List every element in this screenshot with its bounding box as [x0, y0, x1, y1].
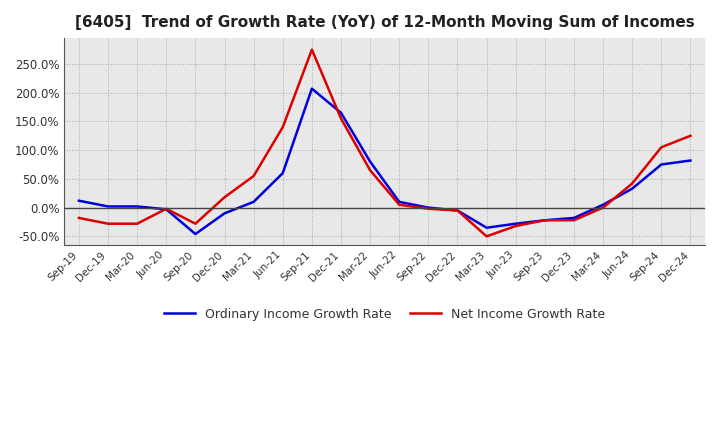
Net Income Growth Rate	[133, 221, 142, 226]
Ordinary Income Growth Rate	[657, 162, 666, 167]
Ordinary Income Growth Rate	[162, 207, 171, 212]
Net Income Growth Rate	[453, 208, 462, 213]
Ordinary Income Growth Rate	[366, 159, 374, 164]
Ordinary Income Growth Rate	[337, 110, 346, 115]
Ordinary Income Growth Rate	[511, 221, 520, 226]
Ordinary Income Growth Rate	[307, 86, 316, 92]
Ordinary Income Growth Rate	[220, 211, 229, 216]
Net Income Growth Rate	[686, 133, 695, 139]
Ordinary Income Growth Rate	[249, 199, 258, 205]
Net Income Growth Rate	[395, 202, 404, 207]
Net Income Growth Rate	[75, 215, 84, 220]
Line: Net Income Growth Rate: Net Income Growth Rate	[79, 50, 690, 236]
Net Income Growth Rate	[104, 221, 112, 226]
Net Income Growth Rate	[307, 47, 316, 52]
Line: Ordinary Income Growth Rate: Ordinary Income Growth Rate	[79, 89, 690, 234]
Net Income Growth Rate	[541, 218, 549, 223]
Net Income Growth Rate	[162, 206, 171, 211]
Ordinary Income Growth Rate	[541, 218, 549, 223]
Net Income Growth Rate	[337, 116, 346, 121]
Net Income Growth Rate	[628, 181, 636, 186]
Net Income Growth Rate	[279, 125, 287, 130]
Net Income Growth Rate	[511, 224, 520, 229]
Net Income Growth Rate	[424, 206, 433, 211]
Net Income Growth Rate	[220, 194, 229, 200]
Net Income Growth Rate	[599, 205, 608, 210]
Net Income Growth Rate	[366, 168, 374, 173]
Net Income Growth Rate	[249, 173, 258, 179]
Net Income Growth Rate	[570, 218, 578, 223]
Ordinary Income Growth Rate	[453, 208, 462, 213]
Title: [6405]  Trend of Growth Rate (YoY) of 12-Month Moving Sum of Incomes: [6405] Trend of Growth Rate (YoY) of 12-…	[75, 15, 695, 30]
Ordinary Income Growth Rate	[395, 199, 404, 205]
Ordinary Income Growth Rate	[599, 202, 608, 207]
Ordinary Income Growth Rate	[424, 205, 433, 210]
Ordinary Income Growth Rate	[570, 215, 578, 220]
Legend: Ordinary Income Growth Rate, Net Income Growth Rate: Ordinary Income Growth Rate, Net Income …	[158, 303, 611, 326]
Net Income Growth Rate	[482, 234, 491, 239]
Ordinary Income Growth Rate	[75, 198, 84, 203]
Ordinary Income Growth Rate	[628, 186, 636, 191]
Ordinary Income Growth Rate	[191, 231, 199, 237]
Net Income Growth Rate	[191, 221, 199, 226]
Net Income Growth Rate	[657, 145, 666, 150]
Ordinary Income Growth Rate	[104, 204, 112, 209]
Ordinary Income Growth Rate	[686, 158, 695, 163]
Ordinary Income Growth Rate	[482, 225, 491, 231]
Ordinary Income Growth Rate	[133, 204, 142, 209]
Ordinary Income Growth Rate	[279, 170, 287, 176]
